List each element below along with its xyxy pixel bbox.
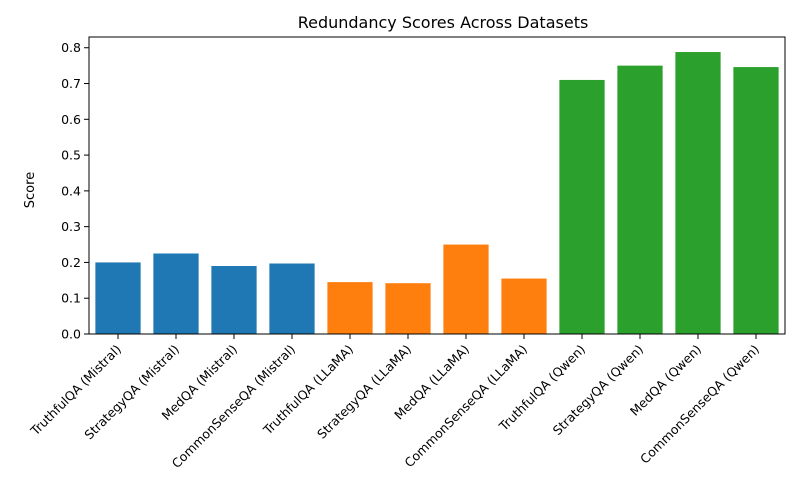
y-tick-label-1: 0.1 bbox=[61, 291, 81, 306]
bar-5 bbox=[385, 283, 431, 334]
y-tick-label-8: 0.8 bbox=[61, 40, 81, 55]
bar-6 bbox=[443, 244, 489, 334]
x-tick-label-3: CommonSenseQA (Mistral) bbox=[169, 342, 298, 471]
y-tick-label-7: 0.7 bbox=[61, 76, 81, 91]
chart-title: Redundancy Scores Across Datasets bbox=[298, 13, 589, 32]
y-axis-label: Score bbox=[23, 172, 38, 208]
y-tick-label-6: 0.6 bbox=[61, 112, 81, 127]
bar-1 bbox=[153, 253, 199, 334]
y-tick-label-3: 0.3 bbox=[61, 219, 81, 234]
bar-3 bbox=[269, 263, 315, 334]
bar-8 bbox=[559, 79, 605, 334]
bar-11 bbox=[733, 67, 779, 334]
y-tick-label-0: 0.0 bbox=[61, 327, 81, 342]
bar-4 bbox=[327, 282, 373, 334]
bar-10 bbox=[675, 52, 721, 334]
bar-2 bbox=[211, 266, 257, 334]
x-tick-label-1: StrategyQA (Mistral) bbox=[81, 342, 182, 443]
bar-9 bbox=[617, 65, 663, 334]
bar-7 bbox=[501, 278, 547, 334]
y-tick-label-4: 0.4 bbox=[61, 183, 81, 198]
y-tick-label-2: 0.2 bbox=[61, 255, 81, 270]
x-tick-label-5: StrategyQA (LLaMA) bbox=[314, 342, 414, 442]
x-tick-label-7: CommonSenseQA (LLaMA) bbox=[401, 342, 530, 471]
bar-0 bbox=[95, 262, 141, 334]
axes-frame bbox=[88, 36, 786, 335]
y-tick-label-5: 0.5 bbox=[61, 148, 81, 163]
x-tick-label-11: CommonSenseQA (Qwen) bbox=[637, 342, 762, 467]
